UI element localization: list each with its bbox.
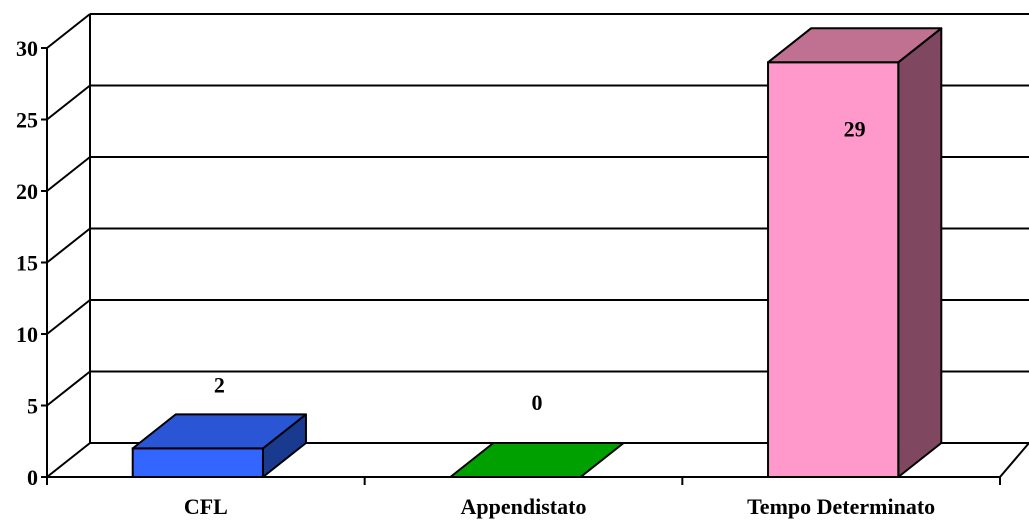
data-label-1: 0 (532, 390, 543, 415)
bar-front-0 (131, 447, 264, 478)
bar-top-2 (767, 27, 943, 64)
x-tick-label-0: CFL (184, 494, 228, 519)
wall-diagonal-5 (46, 370, 91, 407)
wall-diagonal-25 (46, 84, 91, 121)
bar-side-2 (897, 27, 943, 478)
data-label-0: 2 (214, 372, 225, 397)
bar-top-1 (449, 442, 625, 478)
x-tick-label-1: Appendistato (461, 494, 587, 519)
y-tick-label-10: 10 (16, 322, 38, 347)
y-tick-label-15: 15 (16, 251, 38, 276)
bar-top-0 (131, 413, 307, 450)
y-tick-label-5: 5 (27, 394, 38, 419)
y-tick-label-25: 25 (16, 108, 38, 133)
grid-layer (46, 13, 1029, 478)
wall-diagonal-20 (46, 156, 91, 192)
wall-diagonal-30 (46, 13, 91, 49)
bar-1 (449, 442, 625, 478)
wall-diagonal-0 (46, 442, 91, 478)
bar-layer (131, 27, 943, 479)
bar-front-2 (767, 61, 900, 479)
label-layer: 2 CFL 0 Appendistato 29 Tempo Determinato (184, 116, 935, 519)
wall-diagonal-15 (46, 227, 91, 264)
wall-diagonal-10 (46, 299, 91, 335)
y-tick-label-0: 0 (27, 465, 38, 490)
x-tick-label-2: Tempo Determinato (747, 494, 935, 519)
bar-0 (131, 413, 307, 478)
y-tick-label-30: 30 (16, 36, 38, 61)
floor-right-edge (999, 442, 1029, 478)
data-label-2: 29 (844, 116, 866, 141)
y-tick-label-20: 20 (16, 179, 38, 204)
bar-2 (767, 27, 943, 479)
